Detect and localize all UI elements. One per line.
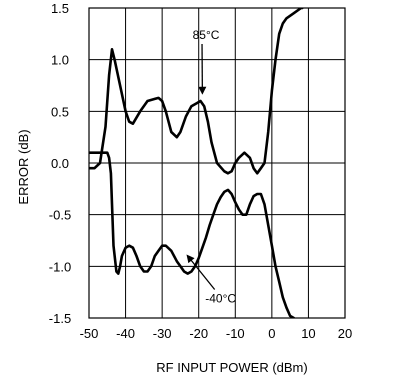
x-tick-label: 10 <box>301 326 315 341</box>
series-line-cold <box>89 151 296 318</box>
y-tick-label: 1.0 <box>51 53 69 68</box>
series-lines <box>89 8 304 318</box>
x-tick-label: -40 <box>116 326 135 341</box>
y-tick-label: 0.5 <box>51 104 69 119</box>
y-tick-label: -0.5 <box>49 208 71 223</box>
y-tick-label: -1.0 <box>49 259 71 274</box>
x-tick-label: 0 <box>268 326 275 341</box>
annotation-arrow <box>186 254 216 290</box>
plot-frame <box>88 7 346 319</box>
x-tick-label: -30 <box>153 326 172 341</box>
y-axis-ticks: -1.5 -1.0 -0.5 0.0 0.5 1.0 1.5 <box>49 1 71 326</box>
y-axis-label: ERROR (dB) <box>16 129 31 204</box>
x-axis-label: RF INPUT POWER (dBm) <box>156 360 307 375</box>
y-tick-label: -1.5 <box>49 311 71 326</box>
x-tick-label: 20 <box>338 326 352 341</box>
y-tick-label: 0.0 <box>51 156 69 171</box>
y-tick-label: 1.5 <box>51 1 69 16</box>
annotations: 85°C -40°C <box>186 28 236 306</box>
annotation-label: -40°C <box>205 292 236 306</box>
x-tick-label: -10 <box>226 326 245 341</box>
x-tick-label: -20 <box>189 326 208 341</box>
annotation-label: 85°C <box>193 28 220 42</box>
series-line-hot <box>89 8 304 175</box>
x-tick-label: -50 <box>80 326 99 341</box>
x-axis-ticks: -50 -40 -30 -20 -10 0 10 20 <box>80 326 353 341</box>
